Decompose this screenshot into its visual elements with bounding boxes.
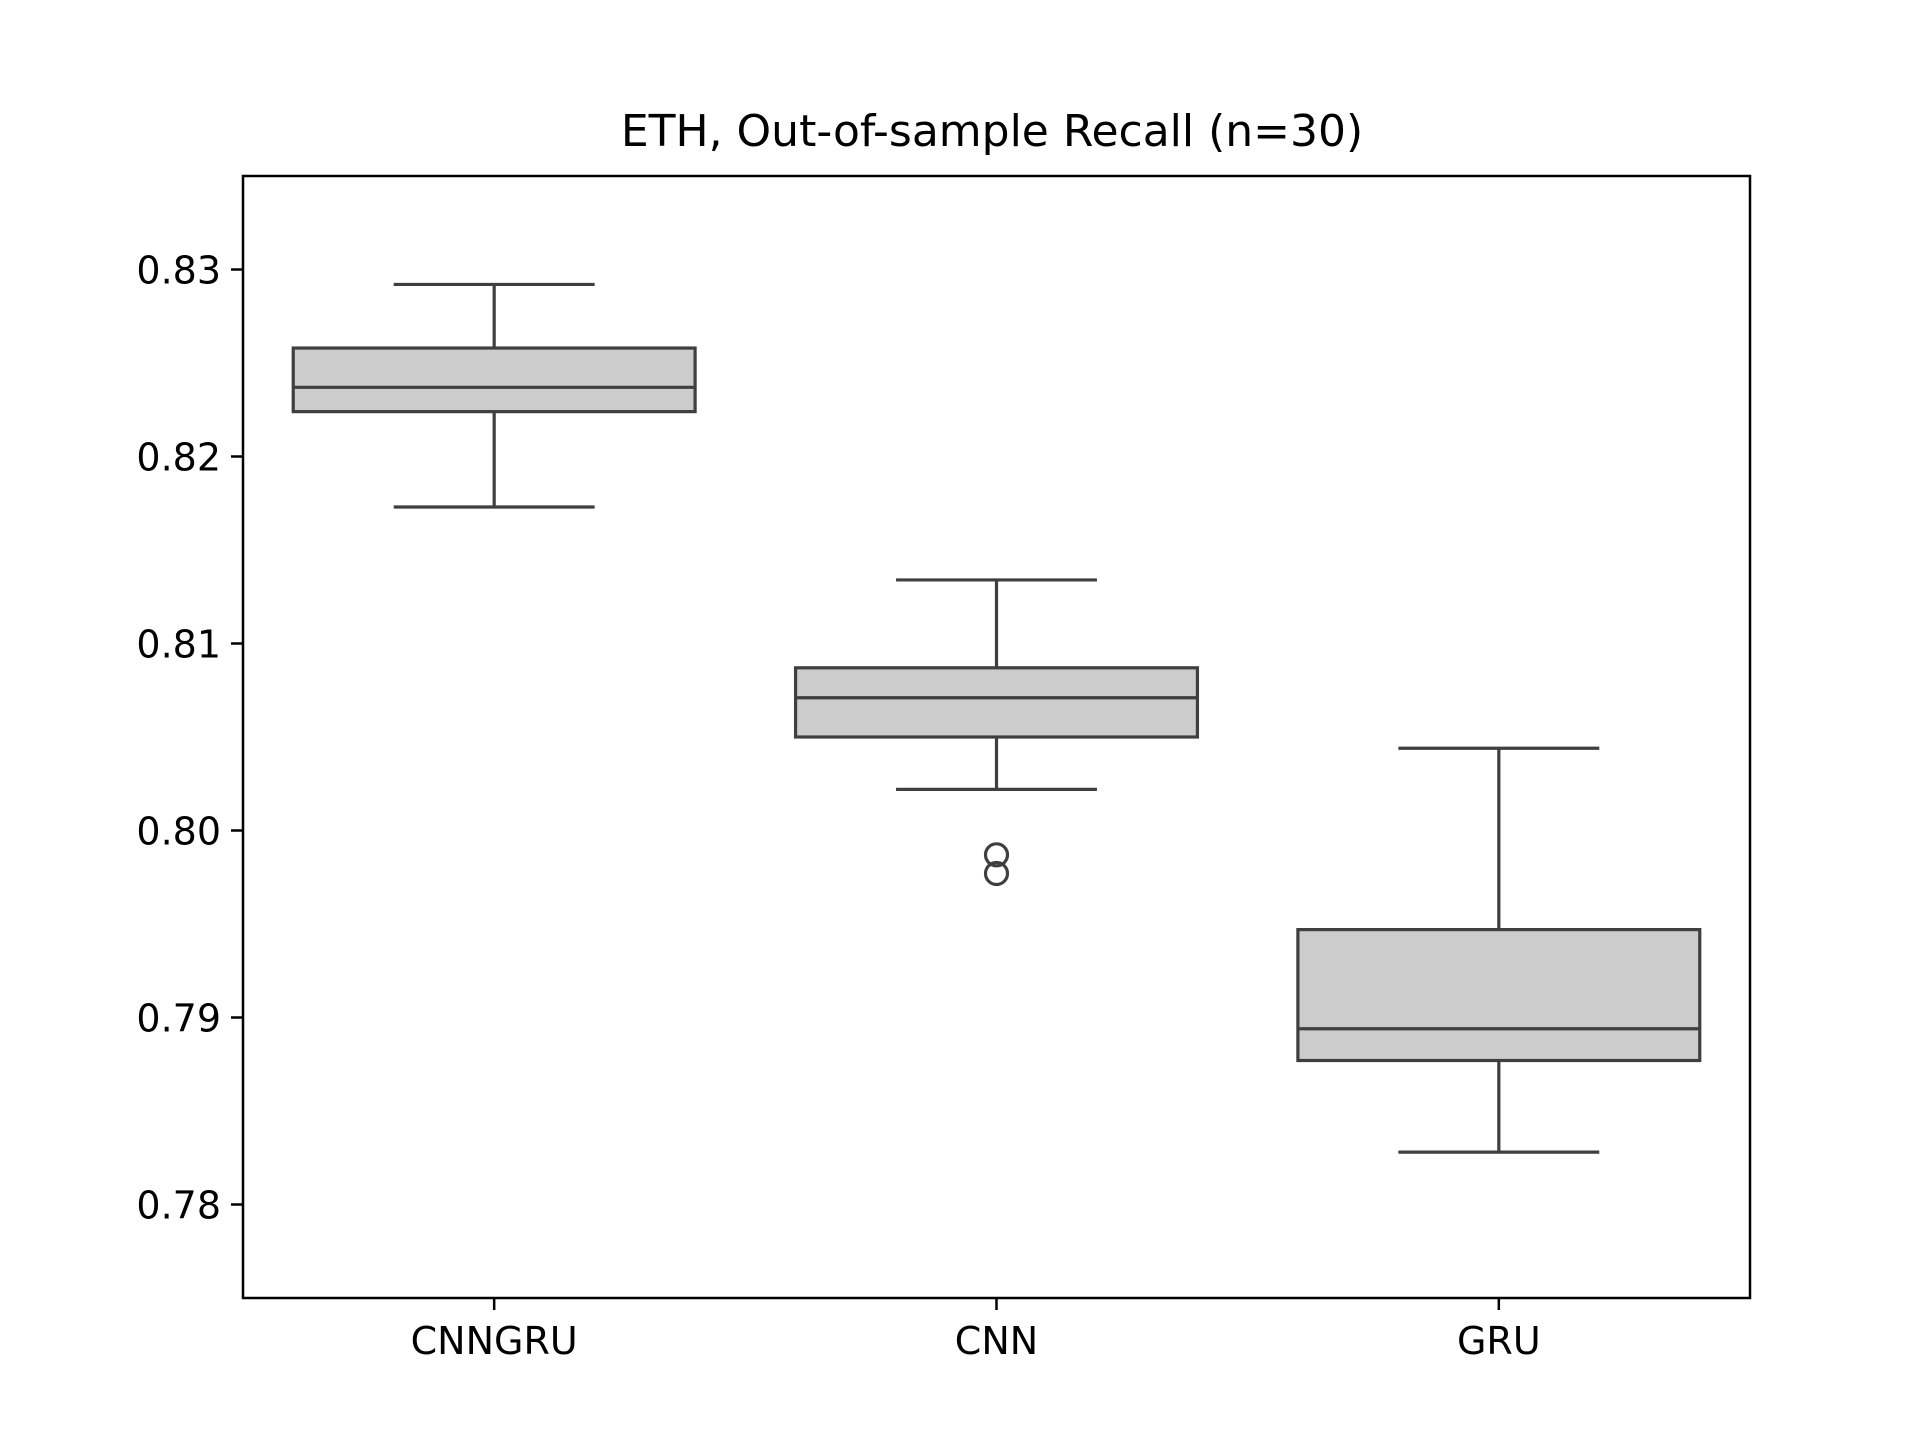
box-cnngru: [291, 346, 697, 414]
y-tick-label: 0.82: [136, 436, 221, 480]
x-tick-label: GRU: [1457, 1319, 1541, 1363]
box-group-cnn: [793, 578, 1200, 887]
x-tick-label: CNN: [955, 1319, 1038, 1363]
box-cnn: [793, 666, 1200, 739]
y-tick-label: 0.78: [136, 1184, 221, 1228]
y-tick-label: 0.83: [136, 249, 221, 293]
outlier-cnn-0: [983, 842, 1010, 868]
x-tick-label: CNNGRU: [411, 1319, 578, 1363]
chart-title: ETH, Out-of-sample Recall (n=30): [621, 106, 1363, 157]
y-tick-label: 0.80: [136, 810, 221, 854]
y-axis: 0.78 0.79 0.80 0.81 0.82 0.83: [136, 249, 243, 1228]
box-group-cnngru: [291, 282, 697, 509]
box-gru: [1296, 928, 1702, 1063]
y-tick-label: 0.81: [136, 623, 221, 667]
boxes-layer: [291, 282, 1702, 1154]
x-axis: CNNGRU CNN GRU: [411, 1298, 1541, 1363]
outlier-cnn-1: [983, 860, 1010, 887]
y-tick-label: 0.79: [136, 997, 221, 1041]
box-group-gru: [1296, 746, 1702, 1154]
